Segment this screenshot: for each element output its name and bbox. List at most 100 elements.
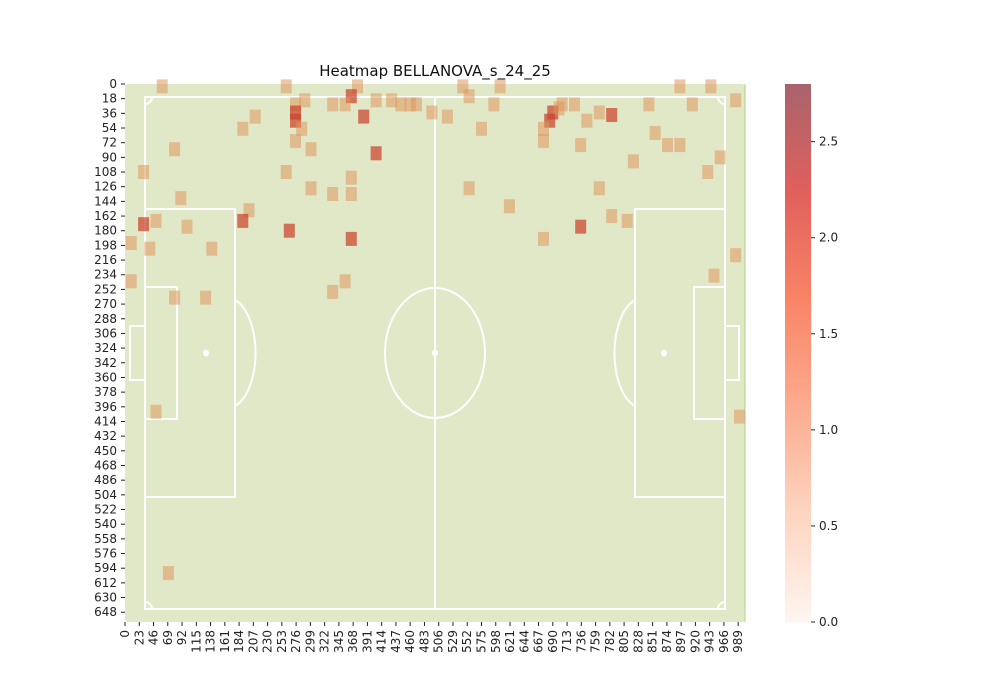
- right-goal: [724, 325, 740, 381]
- y-tick-label: 378: [94, 385, 117, 399]
- y-tick-label: 558: [94, 532, 117, 546]
- y-tick-label: 612: [94, 576, 117, 590]
- y-tick-label: 324: [94, 341, 117, 355]
- x-tick-label: 897: [674, 630, 688, 653]
- heat-cell: [283, 223, 295, 238]
- y-tick-label: 414: [94, 414, 117, 428]
- y-tick-label: 342: [94, 356, 117, 370]
- heat-cell: [662, 138, 673, 153]
- heat-cell: [734, 409, 745, 424]
- x-tick-label: 989: [731, 630, 745, 653]
- heat-cell: [569, 97, 580, 112]
- x-tick-label: 483: [417, 630, 431, 653]
- heat-cell: [181, 219, 193, 234]
- y-tick-label: 360: [94, 370, 117, 384]
- heat-cell: [144, 241, 156, 256]
- x-tick-label: 276: [289, 630, 303, 653]
- x-tick-label: 851: [646, 630, 660, 653]
- heat-cell: [606, 108, 618, 122]
- heat-cell: [352, 79, 363, 94]
- x-tick-label: 690: [546, 630, 560, 653]
- colorbar-tick-label: 1.0: [819, 423, 838, 437]
- right-penalty-arc: [613, 299, 636, 407]
- heat-cell: [621, 213, 633, 228]
- x-tick-label: 644: [517, 630, 531, 653]
- x-tick-label: 184: [232, 630, 246, 653]
- heat-cell: [494, 79, 506, 94]
- corner-arc-top-left: [144, 96, 153, 105]
- heat-cell: [125, 274, 137, 289]
- y-tick-label: 594: [94, 561, 117, 575]
- y-tick-label: 90: [102, 150, 117, 164]
- heat-cell: [463, 89, 475, 104]
- x-tick-label: 299: [303, 630, 317, 653]
- heat-cell: [581, 113, 593, 128]
- heat-cell: [345, 170, 357, 185]
- x-tick-label: 69: [161, 630, 175, 645]
- x-tick-label: 759: [589, 630, 603, 653]
- heat-cell: [237, 121, 249, 136]
- heat-cell: [327, 187, 339, 201]
- heat-cell: [593, 181, 605, 196]
- x-tick-label: 414: [375, 630, 389, 653]
- heat-cell: [395, 97, 407, 112]
- right-penalty-spot: [661, 349, 667, 357]
- heat-cell: [426, 105, 438, 120]
- y-tick-label: 540: [94, 517, 117, 531]
- heat-cell: [410, 97, 422, 112]
- left-goal: [129, 325, 146, 381]
- colorbar-tick-label: 2.0: [819, 231, 838, 245]
- x-tick-label: 437: [389, 630, 403, 653]
- x-tick-label: 552: [460, 630, 474, 653]
- x-tick-label: 874: [660, 630, 674, 653]
- chart-title: Heatmap BELLANOVA_s_24_25: [319, 62, 551, 81]
- heat-cell: [714, 150, 726, 165]
- heat-cell: [138, 217, 150, 232]
- heat-cell: [730, 93, 742, 108]
- axes: 0183654729010812614416218019821623425227…: [94, 77, 745, 653]
- heat-cell: [169, 142, 181, 157]
- heat-cell: [457, 79, 469, 94]
- y-tick-label: 216: [94, 253, 117, 267]
- heat-cell: [553, 101, 565, 116]
- x-tick-label: 322: [318, 630, 332, 653]
- heat-cell: [370, 93, 382, 108]
- y-tick-label: 270: [94, 297, 117, 311]
- x-tick-label: 92: [175, 630, 189, 645]
- heat-cell: [175, 191, 187, 206]
- heat-cell: [674, 79, 686, 94]
- heat-cell: [538, 134, 549, 149]
- y-tick-label: 432: [94, 429, 117, 443]
- heat-cell: [606, 209, 618, 224]
- heat-cell: [358, 109, 370, 124]
- heat-cell: [290, 105, 301, 120]
- heat-cell: [386, 93, 398, 108]
- y-tick-label: 0: [109, 77, 117, 91]
- x-tick-label: 713: [560, 630, 574, 653]
- colorbar-tick-label: 1.5: [819, 327, 838, 341]
- x-tick-label: 46: [147, 630, 161, 645]
- y-tick-label: 252: [94, 282, 117, 296]
- colorbar-tick-label: 0.5: [819, 519, 838, 533]
- heat-cell: [705, 79, 717, 94]
- x-tick-label: 736: [574, 630, 588, 653]
- heat-cell: [150, 404, 162, 419]
- heat-cell: [206, 241, 218, 256]
- heat-cell: [686, 97, 698, 112]
- left-penalty-spot: [203, 349, 209, 357]
- x-tick-label: 529: [446, 630, 460, 653]
- y-tick-label: 468: [94, 458, 117, 472]
- heat-cell: [280, 79, 292, 94]
- y-tick-label: 648: [94, 605, 117, 619]
- colorbar-tick-label: 2.5: [819, 135, 838, 149]
- heat-cell: [547, 105, 559, 120]
- x-tick-label: 667: [532, 630, 546, 653]
- heat-cell: [299, 93, 311, 108]
- colorbar-tick-label: 0.0: [819, 615, 838, 629]
- heat-cell: [125, 236, 137, 250]
- y-tick-label: 396: [94, 400, 117, 414]
- corner-arc-bottom-right: [717, 601, 726, 610]
- y-tick-label: 126: [94, 180, 117, 194]
- x-tick-label: 230: [261, 630, 275, 653]
- y-tick-label: 522: [94, 503, 117, 517]
